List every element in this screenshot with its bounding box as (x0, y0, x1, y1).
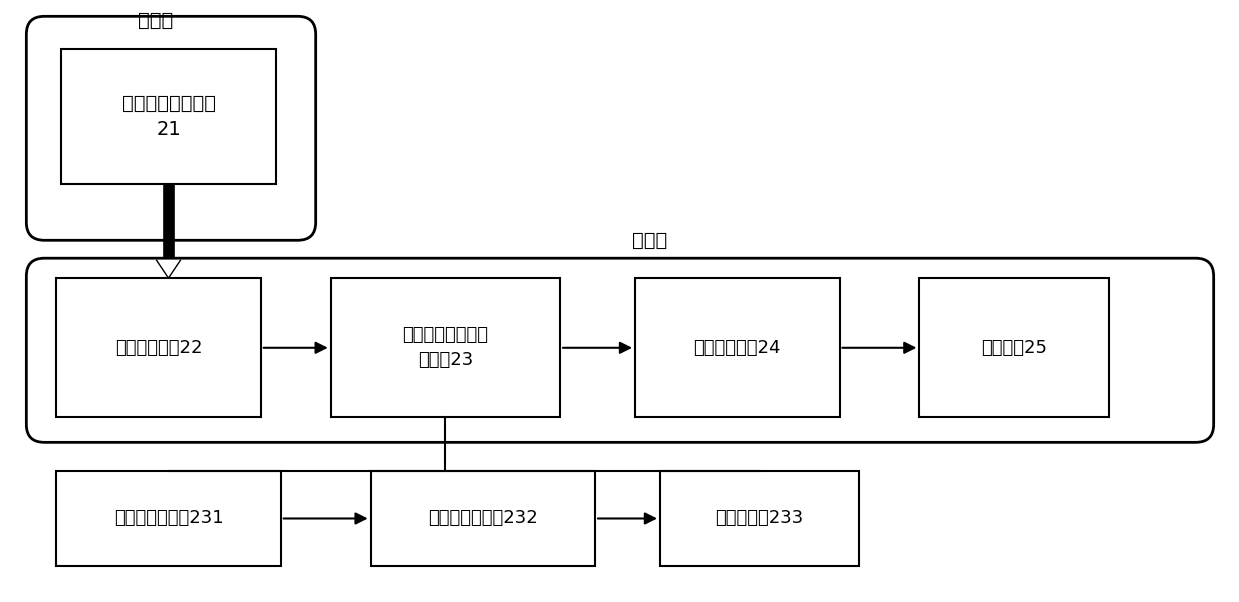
Bar (370, 471, 595, 566)
Bar (634, 278, 840, 417)
Bar (660, 471, 860, 566)
Bar (919, 278, 1109, 417)
Bar (61, 49, 276, 184)
FancyBboxPatch shape (26, 258, 1214, 442)
Polygon shape (156, 260, 181, 278)
Text: 发送端: 发送端 (139, 11, 173, 30)
Text: 同步模块25: 同步模块25 (981, 339, 1047, 357)
Text: 第一提取子模块231: 第一提取子模块231 (114, 509, 223, 527)
Text: 变换检测模块22: 变换检测模块22 (115, 339, 202, 357)
Text: 第二提取子模块232: 第二提取子模块232 (427, 509, 538, 527)
Text: 中心频率变化量确
定模块23: 中心频率变化量确 定模块23 (403, 326, 488, 369)
FancyBboxPatch shape (26, 16, 316, 240)
Bar (164, 184, 173, 260)
Text: 偏移确定模块24: 偏移确定模块24 (694, 339, 781, 357)
Bar (56, 278, 260, 417)
Text: 确定子模块233: 确定子模块233 (716, 509, 804, 527)
Text: 训练序列插入模块
21: 训练序列插入模块 21 (121, 93, 216, 139)
Bar (56, 471, 281, 566)
Bar (331, 278, 560, 417)
Text: 接收端: 接收端 (632, 231, 668, 250)
